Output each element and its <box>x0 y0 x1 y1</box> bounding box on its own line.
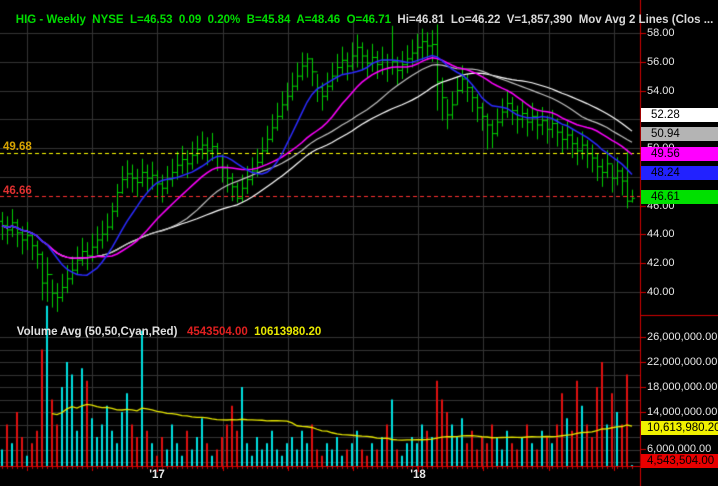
price-axis-label: 42.00 <box>647 257 675 269</box>
price-axis-value-box: 52.28 <box>641 108 718 123</box>
price-axis-label: 56.00 <box>647 55 675 68</box>
volume-avg-red-value: 4543504.00 <box>187 326 248 338</box>
price-axis-value-box: 49.56 <box>641 147 718 162</box>
quote-bar: HIG - Weekly NYSE L=46.53 0.09 0.20% B=4… <box>3 2 714 38</box>
price-axis-label: 40.00 <box>647 285 675 298</box>
volume-avg-yellow-value: 10613980.20 <box>254 326 322 338</box>
quote-symbol-info: HIG - Weekly NYSE L=46.53 0.09 0.20% B=4… <box>15 14 392 26</box>
quote-ohlc-info: Hi=46.81 Lo=46.22 V=1,857,390 Mov Avg 2 … <box>391 14 714 26</box>
volume-axis-label: 22,000,000.00 <box>647 356 718 368</box>
price-axis-label: 44.00 <box>647 228 675 241</box>
x-axis-year-label: '18 <box>410 469 426 481</box>
volume-axis-label: 14,000,000.00 <box>647 406 718 418</box>
price-axis-value-box: 48.24 <box>641 166 718 181</box>
volume-axis-value-box: 4,543,504.00 <box>641 454 718 468</box>
volume-axis-value-box: 10,613,980.20 <box>641 421 718 435</box>
volume-legend-title: Volume Avg (50,50,Cyan,Red) <box>16 326 178 338</box>
price-axis-value-box: 50.94 <box>641 127 718 142</box>
volume-axis-label: 18,000,000.00 <box>647 381 718 393</box>
volume-legend: Volume Avg (50,50,Cyan,Red) 4543504.00 1… <box>4 314 322 350</box>
volume-axis-label: 6,000,000.00 <box>647 443 712 455</box>
alert-line-label[interactable]: 49.68 <box>3 141 32 153</box>
x-axis-year-label: '17 <box>149 469 165 481</box>
volume-axis-label: 26,000,000.00 <box>647 331 718 343</box>
price-axis-label: 58.00 <box>647 27 675 39</box>
alert-line-label[interactable]: 46.66 <box>3 185 32 197</box>
price-axis-value-box: 46.61 <box>641 189 718 204</box>
price-axis-label: 54.00 <box>647 84 675 97</box>
